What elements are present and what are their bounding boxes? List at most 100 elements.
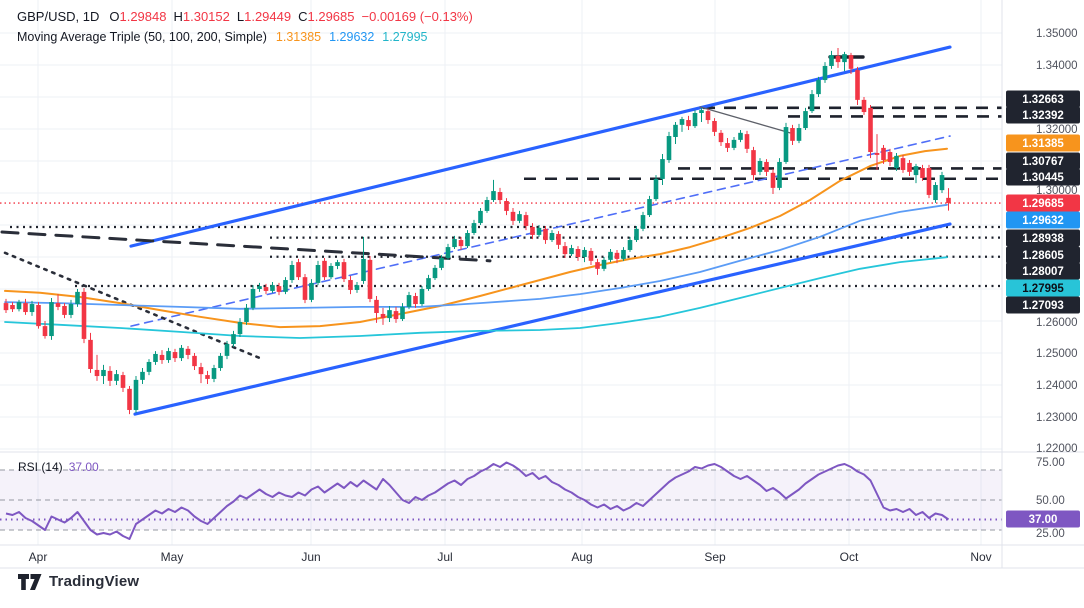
- candle: [387, 305, 392, 322]
- candle: [887, 148, 893, 167]
- axis-badge: [1006, 229, 1080, 247]
- candle: [582, 247, 587, 263]
- tradingview-logo[interactable]: TradingView: [18, 573, 139, 590]
- candle: [608, 249, 613, 263]
- svg-text:1.29685: 1.29685: [1022, 198, 1064, 210]
- candle: [913, 163, 919, 184]
- low-value: L1.29449: [236, 9, 292, 24]
- svg-text:1.32392: 1.32392: [1022, 110, 1064, 122]
- candle: [75, 289, 80, 307]
- candle: [192, 353, 197, 370]
- rsi-title: RSI (14): [18, 460, 63, 474]
- candle: [179, 345, 184, 361]
- candle: [458, 236, 464, 250]
- candle: [10, 302, 15, 313]
- svg-text:75.00: 75.00: [1036, 457, 1065, 469]
- rsi-legend[interactable]: RSI (14) 37.00: [18, 460, 99, 474]
- svg-text:1.28007: 1.28007: [1022, 266, 1064, 278]
- candle: [146, 359, 152, 376]
- symbol-title[interactable]: GBP/USD, 1D: [17, 9, 100, 24]
- candle: [614, 249, 620, 264]
- candle: [296, 258, 301, 281]
- candle: [3, 298, 9, 313]
- svg-text:1.30000: 1.30000: [1036, 185, 1078, 197]
- candle: [523, 211, 529, 231]
- axis-badge: [1006, 134, 1080, 152]
- candle: [673, 121, 678, 145]
- candle: [770, 169, 776, 194]
- candle: [244, 304, 249, 325]
- candle: [140, 368, 145, 385]
- candle: [426, 274, 431, 291]
- candle: [907, 160, 912, 177]
- candle: [549, 230, 555, 242]
- candle: [49, 297, 54, 340]
- sma-50: [4, 147, 948, 329]
- price-axis[interactable]: 1.35000 1.34000 1.32663 1.32392 1.32000 1.313…: [1006, 28, 1080, 540]
- sma-100: [4, 203, 948, 310]
- candle: [354, 281, 360, 293]
- svg-text:1.22000: 1.22000: [1036, 443, 1078, 455]
- candle: [653, 175, 659, 201]
- candle: [289, 260, 295, 283]
- candle: [328, 263, 334, 280]
- candle: [848, 52, 854, 74]
- candle: [790, 124, 795, 145]
- candle: [88, 332, 93, 373]
- svg-text:37.00: 37.00: [1029, 514, 1058, 526]
- candle: [725, 137, 730, 153]
- candle: [257, 282, 262, 292]
- candle: [302, 273, 308, 304]
- time-axis[interactable]: Apr May Jun Jul Aug Sep Oct Nov: [29, 550, 992, 564]
- candle: [692, 110, 698, 129]
- candle: [822, 62, 828, 83]
- candle: [205, 370, 210, 385]
- candle: [640, 211, 646, 232]
- candle: [835, 48, 841, 68]
- close-value: C1.29685: [298, 9, 355, 24]
- candle: [712, 118, 717, 137]
- candle: [595, 258, 600, 275]
- candle: [783, 122, 789, 164]
- candle: [400, 303, 405, 321]
- descending-dashed[interactable]: [0, 230, 492, 263]
- candle: [705, 108, 711, 124]
- candle: [309, 279, 314, 303]
- candle: [504, 198, 509, 216]
- axis-badge: [1006, 510, 1080, 528]
- minor-gray[interactable]: [699, 106, 791, 134]
- candle: [23, 298, 28, 315]
- candle: [601, 257, 607, 272]
- candle: [861, 97, 867, 115]
- candle: [237, 318, 243, 337]
- candle: [153, 351, 158, 365]
- candle: [166, 347, 171, 363]
- ma200-value: 1.27995: [382, 30, 428, 44]
- candle: [926, 164, 932, 199]
- svg-text:Aug: Aug: [571, 550, 592, 564]
- candle: [556, 231, 561, 249]
- candle: [120, 371, 126, 393]
- candle: [530, 223, 535, 240]
- channel-top[interactable]: [129, 45, 952, 248]
- axis-badge: [1006, 90, 1080, 108]
- candle: [68, 299, 74, 319]
- moving-averages: [4, 147, 948, 339]
- axis-badge: [1006, 262, 1080, 280]
- candle: [393, 306, 399, 323]
- candle: [419, 286, 425, 306]
- channel-bottom[interactable]: [133, 222, 952, 416]
- candle: [868, 105, 873, 159]
- rsi-line: [5, 461, 950, 540]
- candle: [224, 340, 230, 360]
- indicator-title[interactable]: Moving Average Triple (50, 100, 200, Sim…: [17, 30, 267, 44]
- candle: [62, 303, 67, 319]
- axis-badge: [1006, 246, 1080, 264]
- svg-text:25.00: 25.00: [1036, 528, 1065, 540]
- candle: [478, 208, 483, 225]
- ma100-value: 1.29632: [329, 30, 375, 44]
- candle: [796, 123, 802, 144]
- candle: [36, 302, 41, 329]
- candle: [491, 179, 496, 202]
